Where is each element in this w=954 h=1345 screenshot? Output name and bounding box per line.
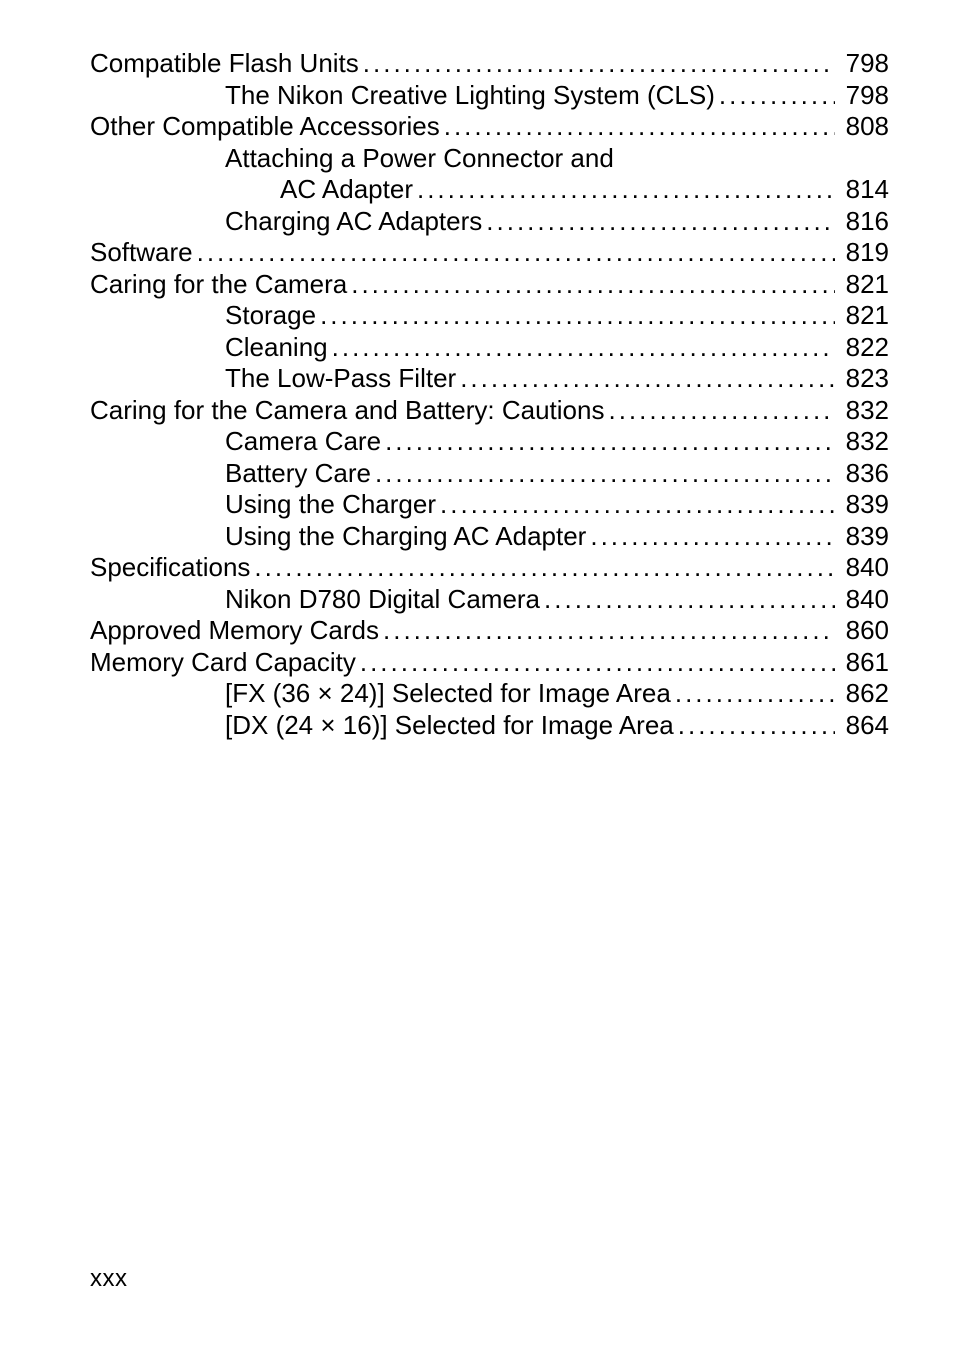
toc-row: Battery Care............................… <box>90 460 889 486</box>
toc-page: 832 <box>839 428 889 454</box>
toc-leaders: ........................................… <box>444 113 835 139</box>
toc-page: 836 <box>839 460 889 486</box>
toc-label: The Nikon Creative Lighting System (CLS) <box>225 82 715 108</box>
page-footer: xxx <box>90 1265 128 1293</box>
toc-page: 822 <box>839 334 889 360</box>
toc-leaders: ........................................… <box>385 428 835 454</box>
toc-row: Storage.................................… <box>90 302 889 328</box>
toc-page: 840 <box>839 554 889 580</box>
toc-label: Software <box>90 239 193 265</box>
toc-leaders: ........................................… <box>332 334 835 360</box>
toc-label: Nikon D780 Digital Camera <box>225 586 540 612</box>
toc-label: [FX (36 × 24)] Selected for Image Area <box>225 680 671 706</box>
toc-row: Other Compatible Accessories............… <box>90 113 889 139</box>
toc-page: 839 <box>839 523 889 549</box>
toc-leaders: ........................................… <box>320 302 835 328</box>
toc-leaders: ........................................… <box>678 712 835 738</box>
toc-page: 821 <box>839 302 889 328</box>
toc-page: 861 <box>839 649 889 675</box>
toc-row: AC Adapter..............................… <box>90 176 889 202</box>
toc-leaders: ........................................… <box>360 649 835 675</box>
toc-leaders: ........................................… <box>440 491 835 517</box>
toc-label: Compatible Flash Units <box>90 50 359 76</box>
toc-row: [FX (36 × 24)] Selected for Image Area..… <box>90 680 889 706</box>
toc-label: Specifications <box>90 554 250 580</box>
toc-label: Camera Care <box>225 428 381 454</box>
toc-row: Using the Charging AC Adapter...........… <box>90 523 889 549</box>
toc-leaders: ........................................… <box>590 523 835 549</box>
toc-leaders: ........................................… <box>544 586 835 612</box>
toc-leaders: ........................................… <box>375 460 835 486</box>
toc-leaders: ........................................… <box>383 617 835 643</box>
toc-row: Memory Card Capacity....................… <box>90 649 889 675</box>
toc-page: 860 <box>839 617 889 643</box>
toc-row: Software................................… <box>90 239 889 265</box>
toc-row: The Low-Pass Filter.....................… <box>90 365 889 391</box>
toc-leaders: ........................................… <box>460 365 835 391</box>
toc-label: The Low-Pass Filter <box>225 365 456 391</box>
toc-label: Charging AC Adapters <box>225 208 482 234</box>
toc-label: Attaching a Power Connector and <box>225 145 614 171</box>
toc-page: 816 <box>839 208 889 234</box>
toc-page: 839 <box>839 491 889 517</box>
toc-label: Approved Memory Cards <box>90 617 379 643</box>
toc-label: AC Adapter <box>280 176 413 202</box>
toc-page: 798 <box>839 50 889 76</box>
toc-leaders: ........................................… <box>675 680 835 706</box>
toc-leaders: ........................................… <box>608 397 835 423</box>
toc-row: The Nikon Creative Lighting System (CLS)… <box>90 82 889 108</box>
toc-label: Caring for the Camera and Battery: Cauti… <box>90 397 604 423</box>
toc-leaders: ........................................… <box>719 82 835 108</box>
toc-label: Using the Charger <box>225 491 436 517</box>
toc-label: Cleaning <box>225 334 328 360</box>
toc-page: 864 <box>839 712 889 738</box>
toc-page: 840 <box>839 586 889 612</box>
toc-page: 832 <box>839 397 889 423</box>
toc-row: Attaching a Power Connector and <box>90 145 889 171</box>
toc-row: Specifications..........................… <box>90 554 889 580</box>
toc-row: Approved Memory Cards...................… <box>90 617 889 643</box>
toc-row: Camera Care.............................… <box>90 428 889 454</box>
toc-leaders: ........................................… <box>254 554 835 580</box>
toc-row: Caring for the Camera and Battery: Cauti… <box>90 397 889 423</box>
toc-label: Memory Card Capacity <box>90 649 356 675</box>
toc-leaders: ........................................… <box>417 176 835 202</box>
toc-label: [DX (24 × 16)] Selected for Image Area <box>225 712 674 738</box>
toc-page: 823 <box>839 365 889 391</box>
toc-leaders: ........................................… <box>351 271 835 297</box>
toc-row: [DX (24 × 16)] Selected for Image Area..… <box>90 712 889 738</box>
toc-label: Storage <box>225 302 316 328</box>
toc-page: 862 <box>839 680 889 706</box>
toc-label: Using the Charging AC Adapter <box>225 523 586 549</box>
toc-page: 808 <box>839 113 889 139</box>
toc-leaders: ........................................… <box>486 208 835 234</box>
table-of-contents: Compatible Flash Units..................… <box>90 50 889 738</box>
toc-label: Other Compatible Accessories <box>90 113 440 139</box>
toc-page: 819 <box>839 239 889 265</box>
toc-row: Compatible Flash Units..................… <box>90 50 889 76</box>
toc-row: Cleaning................................… <box>90 334 889 360</box>
toc-row: Charging AC Adapters....................… <box>90 208 889 234</box>
toc-page: 814 <box>839 176 889 202</box>
toc-page: 821 <box>839 271 889 297</box>
toc-row: Caring for the Camera...................… <box>90 271 889 297</box>
toc-label: Caring for the Camera <box>90 271 347 297</box>
toc-leaders: ........................................… <box>363 50 835 76</box>
toc-leaders: ........................................… <box>197 239 835 265</box>
toc-row: Nikon D780 Digital Camera...............… <box>90 586 889 612</box>
toc-label: Battery Care <box>225 460 371 486</box>
toc-page: 798 <box>839 82 889 108</box>
toc-row: Using the Charger.......................… <box>90 491 889 517</box>
